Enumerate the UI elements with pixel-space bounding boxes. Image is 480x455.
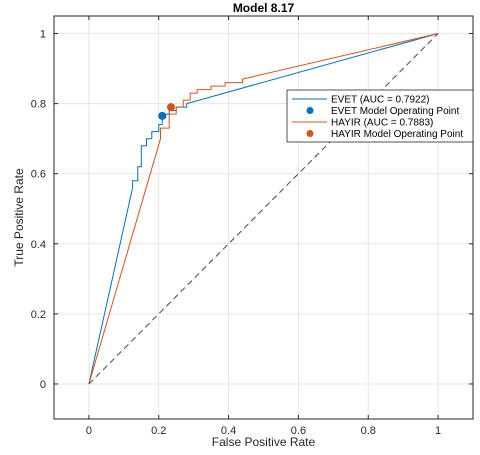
axes-box [53, 15, 474, 420]
plot-area [54, 16, 473, 419]
x-tick-label: 1 [435, 425, 441, 437]
x-tick-label: 0.2 [151, 425, 166, 437]
x-tick-label: 0.4 [221, 425, 236, 437]
x-axis-label: False Positive Rate [212, 435, 316, 449]
y-tick-label: 0.8 [31, 99, 46, 111]
operating-point-3 [166, 103, 175, 112]
legend-marker [306, 107, 314, 114]
roc-curve-2 [88, 33, 439, 385]
y-tick-label: 0.4 [31, 239, 46, 251]
legend-entry: EVET Model Operating Point [331, 106, 459, 117]
legend-entry: HAYIR Model Operating Point [331, 129, 463, 140]
x-tick-label: 0.6 [291, 425, 306, 437]
chart-title: Model 8.17 [233, 1, 295, 15]
y-tick-label: 0 [40, 379, 46, 391]
y-tick-label: 1 [40, 29, 46, 41]
x-tick-label: 0 [86, 425, 92, 437]
operating-point-1 [158, 111, 167, 120]
y-axis-label: True Positive Rate [12, 168, 26, 267]
legend-entry: EVET (AUC = 0.7922) [331, 95, 429, 106]
x-tick-label: 0.8 [361, 425, 376, 437]
y-tick-label: 0.6 [31, 169, 46, 181]
legend-marker [306, 130, 314, 137]
legend-entry: HAYIR (AUC = 0.7883) [331, 118, 433, 129]
y-tick-label: 0.2 [31, 309, 46, 321]
